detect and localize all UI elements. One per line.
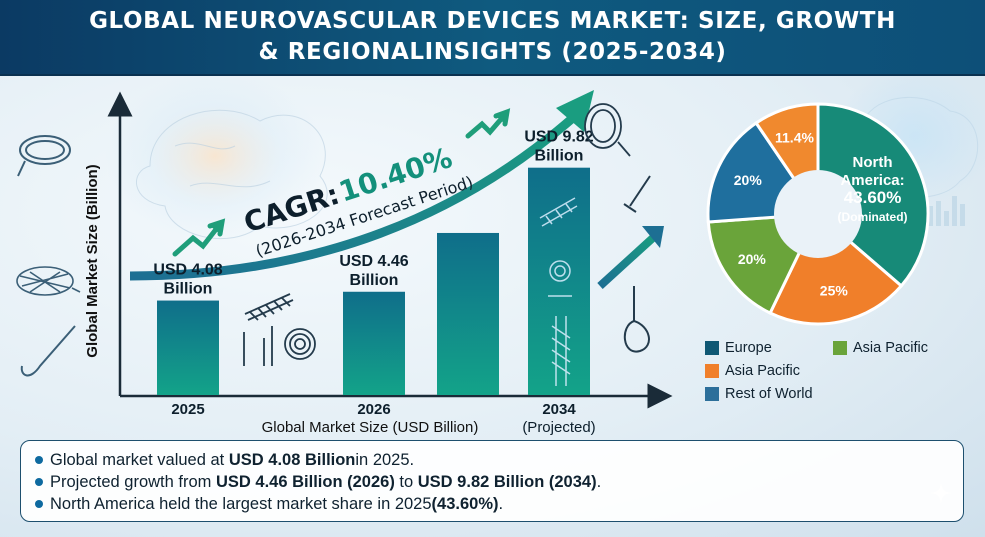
x-tick-sublabel: (Projected) (522, 419, 595, 436)
summary-bullet-3: North America held the largest market sh… (35, 493, 963, 515)
stent-retriever-icon (16, 266, 81, 296)
bullet-dot-icon (35, 456, 43, 464)
bullet-dot-icon (35, 478, 43, 486)
bar-3 (437, 232, 499, 395)
legend-label-europe: Europe (725, 340, 772, 356)
bar-data-labels: USD 4.08 Billion USD 4.46 Billion USD 9.82 Bi… (153, 129, 593, 298)
coil-device-icon (17, 135, 71, 177)
title-line-1: GLOBAL NEUROVASCULAR DEVICES MARKET: SIZ… (89, 8, 896, 34)
donut-hole (774, 170, 862, 258)
bar-2-data-label-line-2: Billion (350, 272, 399, 289)
legend-swatch-rest-of-world (705, 387, 719, 401)
donut-slice-1 (816, 102, 930, 288)
catheter-hook-icon (20, 325, 76, 377)
bullet-3-post: . (498, 494, 504, 513)
bar-2 (343, 291, 405, 395)
summary-bullet-2: Projected growth from USD 4.46 Billion (… (35, 471, 963, 493)
donut-slice-1-label-line-1: North (853, 154, 893, 171)
donut-slice-1-label-line-2: America: (840, 172, 904, 189)
bullet-2-post: . (596, 472, 602, 491)
y-axis-label: Global Market Size (Billion) (84, 164, 101, 357)
bullet-1-pre: Global market valued at (50, 450, 225, 469)
stent-icon (244, 293, 294, 321)
mini-bars-decoration (928, 196, 965, 226)
brain-outline-icon (136, 109, 328, 240)
x-tick-labels: 2025 2026 2034(Projected) (171, 401, 595, 436)
small-rising-arrow (597, 226, 664, 289)
legend-item-asia-pacific-orange: Asia Pacific (705, 363, 800, 379)
summary-bullet-1: Global market valued at USD 4.08 Billion… (35, 449, 963, 471)
legend-label-rest-of-world: Rest of World (725, 386, 813, 402)
catheter-tip-icon (623, 175, 651, 353)
donut-slice-1-label-line-4: (Dominated) (838, 210, 908, 224)
bullet-3-bold: (43.60%) (431, 494, 499, 513)
sparkle-icon (930, 482, 952, 504)
legend-swatch-asia-pacific-orange (705, 364, 719, 378)
legend-item-europe: Europe (705, 340, 772, 356)
title-line-2: & REGIONALINSIGHTS (2025-2034) (258, 39, 727, 65)
title-banner: GLOBAL NEUROVASCULAR DEVICES MARKET: SIZ… (0, 0, 985, 76)
legend-swatch-europe (705, 341, 719, 355)
bar-1-data-label-line-2: Billion (164, 281, 213, 298)
bullet-2-bold-a: USD 4.46 Billion (2026) (216, 472, 395, 491)
x-tick-label-2025: 2025 (171, 401, 204, 418)
bar-4-data-label-line-2: Billion (535, 148, 584, 165)
zigzag-arrow-1-icon (172, 218, 226, 257)
donut-slices (706, 102, 930, 326)
guidewire-loop-icon (584, 103, 631, 157)
zigzag-arrow-2-icon (465, 108, 511, 139)
legend-swatch-asia-pacific-green (833, 341, 847, 355)
donut-slice-5-label-line-1: 11.4% (775, 130, 814, 146)
x-axis-label: Global Market Size (USD Billion) (262, 419, 479, 436)
legend-item-rest-of-world: Rest of World (705, 386, 813, 402)
donut-slice-4-label-line-1: 20% (734, 172, 763, 188)
x-tick-label-2026: 2026 (357, 401, 390, 418)
donut-slice-1-label-line-3: 43.60% (844, 188, 902, 207)
legend-item-asia-pacific-green: Asia Pacific (833, 340, 928, 356)
guidewire-coil-icon (243, 326, 316, 366)
bullet-1-post: in 2025. (355, 450, 415, 469)
x-tick-label-2034: 2034 (542, 401, 576, 418)
bar-device-icons (539, 197, 578, 386)
bullet-dot-icon (35, 500, 43, 508)
bullet-2-mid: to (399, 472, 414, 491)
bullet-2-bold-b: USD 9.82 Billion (2034) (417, 472, 597, 491)
donut-slice-3-label-line-1: 20% (738, 251, 767, 267)
bullet-1-bold: USD 4.08 Billion (228, 450, 356, 469)
bullet-2-pre: Projected growth from (50, 472, 212, 491)
bullet-3-pre: North America held the largest market sh… (50, 494, 432, 513)
bar-1-data-label-line-1: USD 4.08 (153, 262, 222, 279)
summary-box: Global market valued at USD 4.08 Billion… (20, 440, 964, 522)
bar-4-data-label-line-1: USD 9.82 (524, 129, 593, 146)
legend-label-asia-pacific-green: Asia Pacific (853, 340, 928, 356)
donut-slice-2 (768, 211, 904, 326)
donut-slice-2-label-line-1: 25% (820, 282, 849, 298)
donut-legend: Europe Asia Pacific Asia Pacific Rest of… (705, 340, 965, 410)
bar-1 (157, 300, 219, 395)
market-size-bar-chart: Global Market Size (Billion) CAGR: 10.40… (84, 90, 673, 436)
legend-label-asia-pacific-orange: Asia Pacific (725, 363, 800, 379)
background-decoration (16, 76, 985, 377)
bar-2-data-label-line-1: USD 4.46 (339, 253, 408, 270)
